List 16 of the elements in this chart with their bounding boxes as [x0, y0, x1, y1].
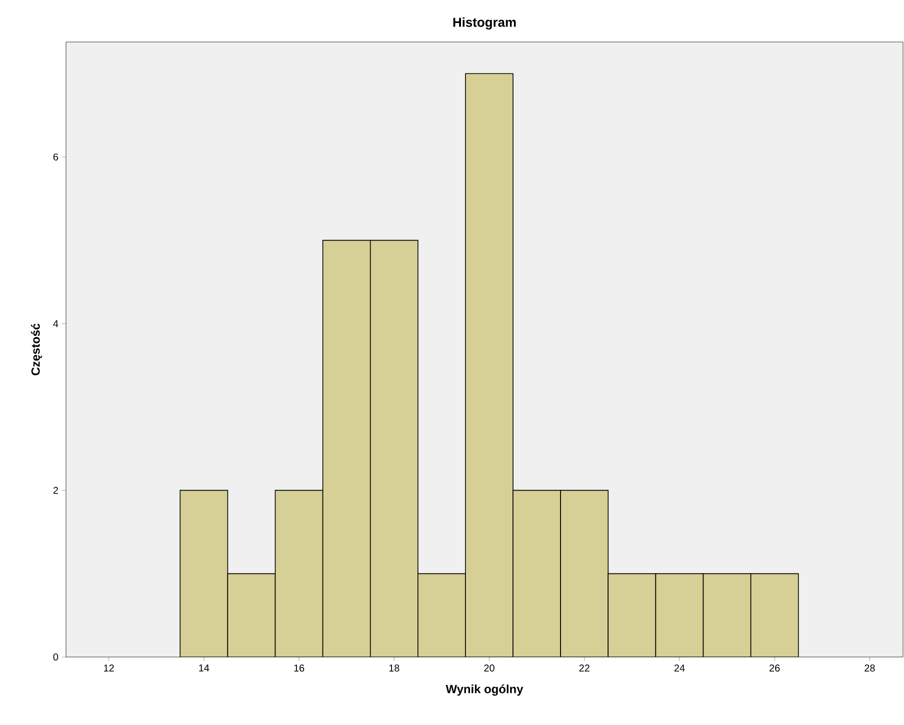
x-tick-label: 20	[484, 664, 494, 672]
x-tick-label: 14	[199, 664, 210, 672]
y-tick-label: 2	[53, 486, 58, 494]
x-tick-label: 18	[389, 664, 400, 672]
y-tick-label: 6	[53, 153, 58, 161]
y-tick-label: 4	[53, 320, 58, 328]
x-tick-label: 16	[294, 664, 304, 672]
x-tick-label: 28	[864, 664, 875, 672]
x-axis-title: Wynik ogólny	[446, 684, 524, 696]
x-tick-label: 24	[674, 664, 685, 672]
y-tick-label: 0	[53, 653, 58, 661]
x-tick-label: 26	[770, 664, 780, 672]
y-axis-title: Częstość	[30, 324, 42, 376]
x-tick-label: 22	[579, 664, 590, 672]
x-tick-label: 12	[104, 664, 114, 672]
chart-title: Histogram	[453, 17, 516, 30]
